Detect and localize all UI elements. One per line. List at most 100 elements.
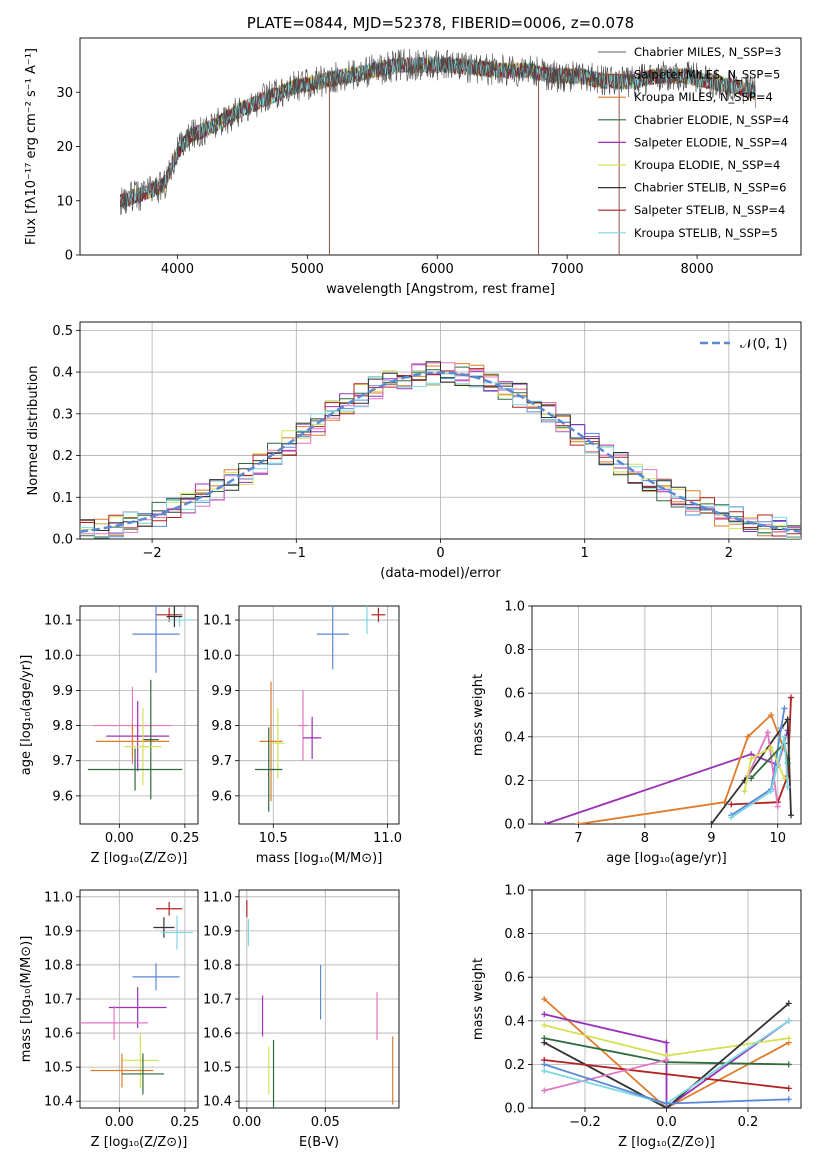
- spectrum-xtick-label: 4000: [161, 262, 194, 277]
- legend-label: Salpeter ELODIE, N_SSP=4: [634, 135, 788, 149]
- weight-marker: [768, 744, 775, 751]
- spectrum-axes: 4000 5000 6000 7000 8000 0 10 20 30 wavelength [A…: [24, 14, 802, 297]
- weight-marker: [785, 1017, 792, 1024]
- residuals-xlabel: (data-model)/error: [380, 566, 501, 581]
- residuals-ytick-label: 0.0: [52, 533, 73, 548]
- weight-marker: [748, 775, 755, 782]
- age-vs-mass-ytick-label: 10.1: [203, 614, 232, 629]
- mass-vs-Z-ytick-label: 10.6: [44, 1027, 73, 1042]
- age-vs-mass-xlabel: mass [log₁₀(M/M⊙)]: [256, 851, 383, 866]
- age-vs-mass-ytick-label: 9.7: [211, 754, 232, 769]
- legend-label: Chabrier STELIB, N_SSP=6: [634, 181, 786, 195]
- weight-vs-Z-plot-area: [541, 996, 792, 1108]
- weight-marker: [541, 1061, 548, 1068]
- residuals-plot-area: [80, 361, 801, 539]
- legend-label: Kroupa STELIB, N_SSP=5: [634, 226, 778, 240]
- spectrum-ytick-label: 20: [56, 140, 73, 155]
- residuals-ytick-label: 0.4: [52, 366, 73, 381]
- errorbar-point: [156, 901, 183, 916]
- mass-vs-Z-ytick-label: 10.7: [44, 993, 73, 1008]
- age-vs-Z-xtick-label: 0.00: [105, 831, 134, 846]
- legend-label: Chabrier ELODIE, N_SSP=4: [634, 113, 789, 127]
- weight-vs-age-xtick-label: 7: [574, 831, 582, 846]
- legend-label: Kroupa MILES, N_SSP=4: [634, 90, 773, 104]
- spectrum-legend: Chabrier MILES, N_SSP=3 Salpeter MILES, N…: [598, 45, 789, 240]
- weight-vs-Z-ytick-label: 0.4: [504, 1014, 525, 1029]
- errorbar-point: [161, 915, 193, 950]
- age-vs-Z-frame: [79, 605, 199, 825]
- age-vs-mass-ytick-label: 10.0: [203, 649, 232, 664]
- errorbar-point: [362, 606, 372, 635]
- mass-vs-Z-axes: 0.00 0.25 10.4 10.5 10.6 10.7 10.8 10.9 11.0 Z [l…: [19, 889, 199, 1150]
- data-spectrum-line: [120, 48, 756, 215]
- weight-vs-age-ytick-label: 0.6: [504, 687, 525, 702]
- residuals-xtick-label: −2: [143, 546, 162, 561]
- weight-marker: [785, 1096, 792, 1103]
- weight-series-line: [543, 1059, 667, 1092]
- age-vs-Z-ytick-label: 9.8: [52, 719, 73, 734]
- spectrum-xtick-label: 6000: [421, 262, 454, 277]
- weight-series-line: [730, 736, 789, 819]
- age-vs-Z-ytick-label: 9.6: [52, 789, 73, 804]
- weight-marker: [784, 783, 791, 790]
- weight-vs-age-ylabel: mass weight: [471, 674, 486, 756]
- mass-vs-Z-xtick-label: 0.25: [170, 1115, 199, 1130]
- weight-marker: [764, 729, 771, 736]
- errorbar-point: [303, 716, 322, 759]
- weight-marker: [663, 1039, 670, 1046]
- errorbar-point: [166, 606, 183, 628]
- weight-vs-Z-xtick-label: 0.2: [738, 1115, 759, 1130]
- errorbar-point: [371, 607, 386, 622]
- weight-vs-Z-axes: −0.2 0.0 0.2 0.0 0.2 0.4 0.6 0.8 1.0 Z [log₁₀(Z/Z…: [471, 884, 802, 1150]
- weight-marker: [748, 755, 755, 762]
- weight-vs-age-ytick-label: 1.0: [504, 600, 525, 615]
- mass-vs-EBV-xlabel: E(B-V): [299, 1135, 339, 1150]
- age-vs-mass-plot-area: [255, 606, 386, 812]
- weight-marker: [541, 1067, 548, 1074]
- weight-marker: [541, 1039, 548, 1046]
- weight-marker: [784, 716, 791, 723]
- mass-vs-Z-ytick-label: 10.4: [44, 1095, 73, 1110]
- residuals-ylabel: Normed distribution: [26, 366, 41, 496]
- age-vs-Z-xtick-label: 0.25: [170, 831, 199, 846]
- mass-vs-Z-ytick-label: 10.8: [44, 958, 73, 973]
- weight-vs-age-xlabel: age [log₁₀(age/yr)]: [606, 851, 727, 866]
- errorbar-point: [121, 1053, 164, 1095]
- errorbar-point: [166, 613, 193, 628]
- mass-vs-Z-xtick-label: 0.00: [105, 1115, 134, 1130]
- weight-marker: [541, 996, 548, 1002]
- weight-marker: [785, 1000, 792, 1007]
- weight-marker: [785, 1061, 792, 1068]
- weight-vs-age-plot-area: [542, 694, 795, 824]
- spectrum-ytick-label: 10: [56, 194, 73, 209]
- age-vs-Z-plot-area: [87, 606, 193, 800]
- age-vs-Z-xlabel: Z [log₁₀(Z/Z⊙)]: [91, 851, 188, 866]
- weight-vs-Z-xlabel: Z [log₁₀(Z/Z⊙)]: [618, 1135, 715, 1150]
- mass-vs-Z-ylabel: mass [log₁₀(M/M⊙)]: [19, 936, 34, 1063]
- weight-vs-Z-ytick-label: 0.2: [504, 1058, 525, 1073]
- weight-vs-Z-ytick-label: 0.0: [504, 1102, 525, 1117]
- errorbar-point: [132, 606, 180, 673]
- age-vs-mass-xtick-label: 11.0: [373, 831, 402, 846]
- weight-marker: [663, 1057, 670, 1064]
- mass-vs-EBV-axes: 0.00 0.05 10.4 10.5 10.6 10.7 10.8 10.9 11.0 E(B-…: [203, 889, 400, 1150]
- mass-vs-Z-plot-area: [80, 901, 193, 1095]
- spectrum-xtick-label: 7000: [551, 262, 584, 277]
- weight-vs-Z-ylabel: mass weight: [471, 958, 486, 1040]
- weight-vs-Z-ytick-label: 0.8: [504, 927, 525, 942]
- weight-vs-Z-ytick-label: 0.6: [504, 971, 525, 986]
- weight-series-line: [578, 713, 789, 824]
- weight-marker: [728, 814, 735, 821]
- mass-vs-EBV-ytick-label: 10.4: [203, 1095, 232, 1110]
- weight-marker: [768, 712, 775, 718]
- residuals-axes: −2 −1 0 1 2 0.0 0.1 0.2 0.3 0.4 0.5 (data-model)/er…: [26, 321, 802, 581]
- weight-marker: [788, 812, 795, 819]
- weight-vs-Z-ytick-label: 1.0: [504, 884, 525, 899]
- weight-marker: [721, 799, 728, 806]
- mass-vs-Z-ytick-label: 10.9: [44, 924, 73, 939]
- mass-vs-EBV-ytick-label: 10.9: [203, 924, 232, 939]
- legend-label: Salpeter STELIB, N_SSP=4: [634, 203, 785, 217]
- weight-marker: [541, 1011, 548, 1018]
- errorbar-point: [87, 748, 183, 791]
- errorbar-point: [121, 1033, 159, 1088]
